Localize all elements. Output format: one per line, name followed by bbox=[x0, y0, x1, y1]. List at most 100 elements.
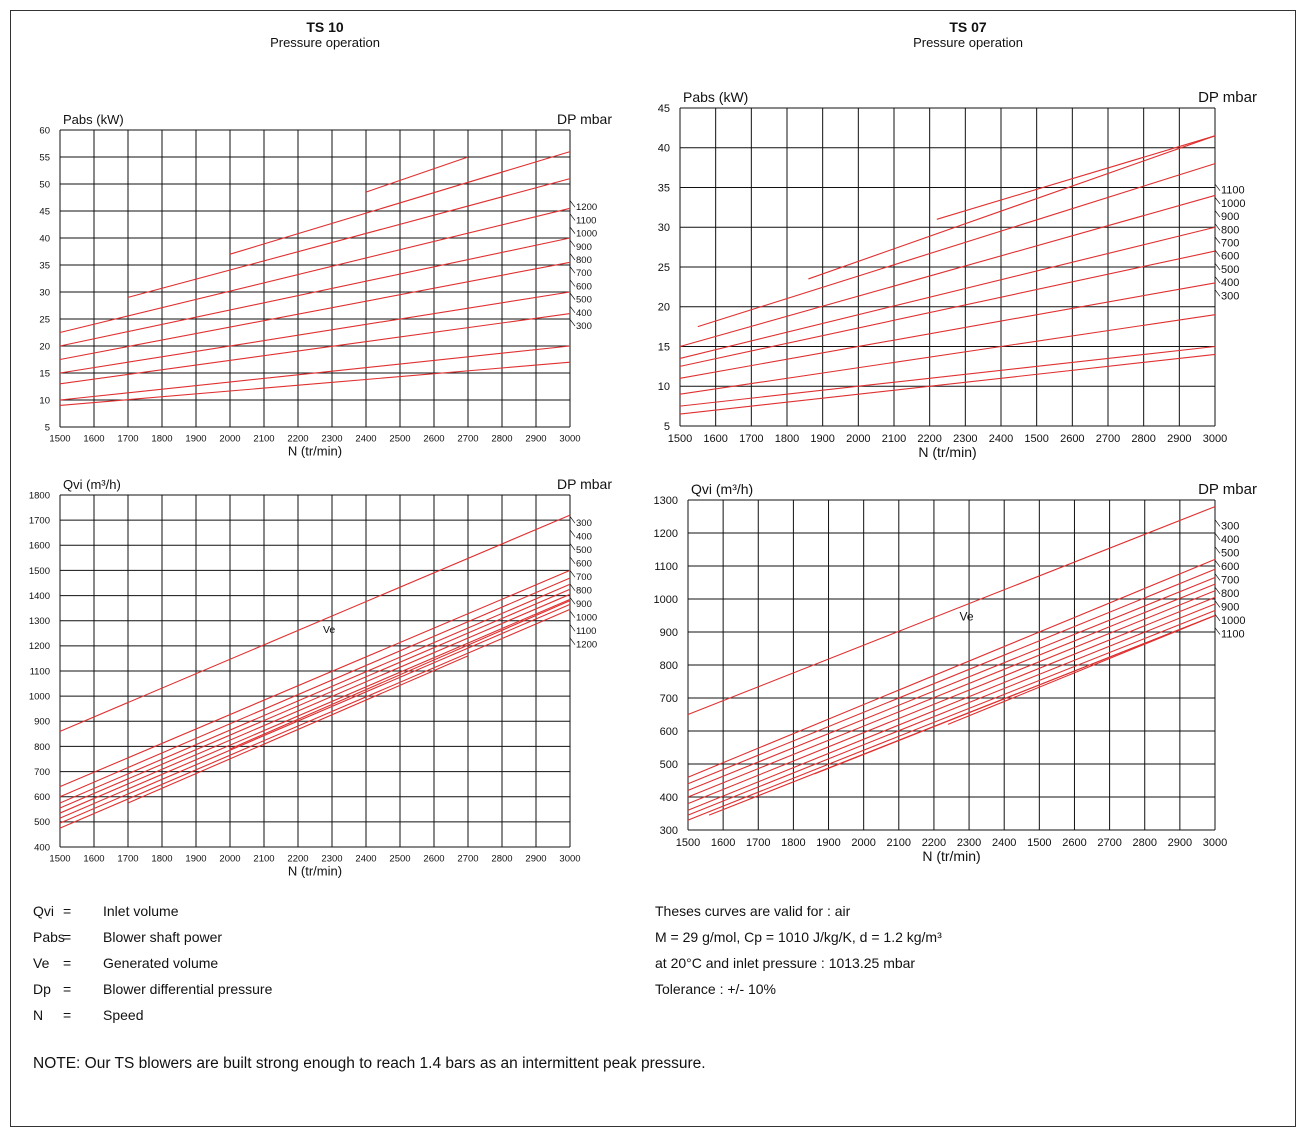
ve-curve bbox=[59, 514, 571, 732]
x-tick-label: 2400 bbox=[989, 433, 1013, 445]
legend-row: Dp = Blower differential pressure bbox=[33, 981, 272, 1007]
dp-label-tick bbox=[1214, 249, 1221, 257]
x-tick-label: 1800 bbox=[151, 434, 172, 445]
y-tick-label: 40 bbox=[658, 143, 670, 155]
dp-value-label: 300 bbox=[1221, 520, 1239, 532]
dp-label-tick bbox=[1214, 236, 1221, 244]
validity-conditions: Theses curves are valid for : air M = 29… bbox=[655, 903, 942, 1007]
dp-label-tick bbox=[1214, 183, 1221, 191]
ts07-volume-chart: 1500 1600 1700 1800 1900 2000 2100 2200 2300 2400… bbox=[654, 481, 1257, 864]
dp-label-tick bbox=[569, 624, 576, 632]
x-tick-label: 2500 bbox=[389, 854, 410, 865]
dp-value-label: 300 bbox=[576, 518, 592, 529]
x-tick-label: 2600 bbox=[1060, 433, 1084, 445]
y-tick-label: 400 bbox=[34, 842, 50, 853]
y-tick-label: 35 bbox=[658, 182, 670, 194]
y-tick-label: 25 bbox=[658, 262, 670, 274]
dp-label-tick bbox=[1214, 546, 1221, 554]
dp-label-tick bbox=[1214, 210, 1221, 218]
x-tick-label: 2800 bbox=[491, 434, 512, 445]
x-tick-label: 2700 bbox=[1097, 837, 1121, 849]
dp-label-tick bbox=[569, 213, 576, 221]
y-tick-label: 1100 bbox=[30, 666, 50, 677]
y-tick-label: 15 bbox=[39, 368, 50, 379]
x-tick-label: 1700 bbox=[739, 433, 763, 445]
ve-annotation: Ve bbox=[323, 624, 335, 636]
legend-symbol: Qvi bbox=[33, 903, 54, 919]
dp-curve bbox=[687, 558, 1216, 778]
condition-line: M = 29 g/mol, Cp = 1010 J/kg/K, d = 1.2 … bbox=[655, 929, 942, 945]
y-tick-label: 5 bbox=[664, 421, 670, 433]
y-axis-label: Pabs (kW) bbox=[63, 112, 124, 127]
ts10-header: TS 10 Pressure operation bbox=[175, 20, 475, 51]
dp-curve bbox=[127, 178, 571, 298]
dp-value-label: 1100 bbox=[1221, 628, 1245, 640]
y-tick-label: 400 bbox=[660, 792, 678, 804]
x-tick-label: 3000 bbox=[559, 854, 580, 865]
dp-curve bbox=[59, 593, 571, 814]
y-tick-label: 500 bbox=[660, 759, 678, 771]
y-axis-label: Qvi (m³/h) bbox=[691, 481, 753, 497]
dp-curve bbox=[365, 156, 469, 193]
y-axis-label: Qvi (m³/h) bbox=[63, 477, 121, 492]
dp-value-label: 500 bbox=[1221, 264, 1239, 276]
dp-curve bbox=[947, 614, 1216, 725]
dp-label-tick bbox=[569, 279, 576, 287]
dp-label-tick bbox=[1214, 600, 1221, 608]
dp-curve bbox=[808, 135, 1216, 280]
dp-value-label: 300 bbox=[1221, 290, 1239, 302]
x-tick-label: 1800 bbox=[151, 854, 172, 865]
x-tick-label: 2200 bbox=[287, 434, 308, 445]
dp-value-label: 1000 bbox=[1221, 198, 1245, 210]
dp-label-tick bbox=[569, 597, 576, 605]
y-tick-label: 1300 bbox=[29, 616, 50, 627]
dp-curve bbox=[59, 598, 571, 819]
x-tick-label: 2300 bbox=[957, 837, 981, 849]
y-tick-label: 1300 bbox=[654, 495, 678, 507]
ve-curve bbox=[687, 506, 1216, 716]
condition-line: Theses curves are valid for : air bbox=[655, 903, 851, 919]
symbol-legend: Qvi = Inlet volume Pabs = Blower shaft power… bbox=[33, 903, 272, 1033]
dp-value-label: 1200 bbox=[576, 640, 597, 651]
dp-curve bbox=[59, 313, 571, 385]
y-tick-label: 1500 bbox=[29, 566, 50, 577]
dp-value-label: 800 bbox=[1221, 588, 1239, 600]
dp-value-label: 500 bbox=[576, 295, 592, 306]
x-tick-label: 2900 bbox=[1167, 433, 1191, 445]
x-tick-label: 2400 bbox=[355, 854, 376, 865]
dp-curve bbox=[687, 596, 1216, 811]
dp-curve bbox=[59, 361, 571, 406]
x-tick-label: 1700 bbox=[746, 837, 770, 849]
x-tick-label: 2800 bbox=[1132, 837, 1156, 849]
x-tick-label: 2200 bbox=[922, 837, 946, 849]
x-tick-label: 1600 bbox=[711, 837, 735, 849]
y-tick-label: 5 bbox=[45, 422, 50, 433]
x-tick-label: 2400 bbox=[355, 434, 376, 445]
dp-label-tick bbox=[569, 543, 576, 551]
dp-value-label: 900 bbox=[576, 599, 592, 610]
dp-curve bbox=[59, 207, 571, 334]
dp-label-tick bbox=[1214, 586, 1221, 595]
ts07-subtitle: Pressure operation bbox=[913, 35, 1023, 50]
legend-text: Speed bbox=[103, 1007, 144, 1023]
dp-label-tick bbox=[569, 319, 576, 327]
dp-label-tick bbox=[1214, 197, 1221, 205]
dp-label-tick bbox=[1214, 532, 1221, 541]
x-tick-label: 1700 bbox=[117, 434, 138, 445]
legend-equals: = bbox=[63, 903, 72, 919]
dp-label-tick bbox=[1214, 627, 1221, 635]
dp-label-tick bbox=[1214, 289, 1221, 297]
dp-label-tick bbox=[569, 292, 576, 300]
dp-value-label: 700 bbox=[576, 572, 592, 583]
y-axis-label: Pabs (kW) bbox=[683, 89, 748, 105]
dp-curve bbox=[687, 568, 1216, 785]
x-tick-label: 1600 bbox=[703, 433, 727, 445]
y-tick-label: 1400 bbox=[29, 591, 50, 602]
y-tick-label: 10 bbox=[39, 395, 50, 406]
x-tick-label: 2600 bbox=[423, 434, 444, 445]
dp-curve bbox=[229, 151, 571, 255]
dp-curve bbox=[59, 588, 571, 809]
dp-value-label: 700 bbox=[1221, 237, 1239, 249]
dp-curve bbox=[679, 314, 1216, 395]
x-tick-label: 1500 bbox=[1024, 433, 1048, 445]
